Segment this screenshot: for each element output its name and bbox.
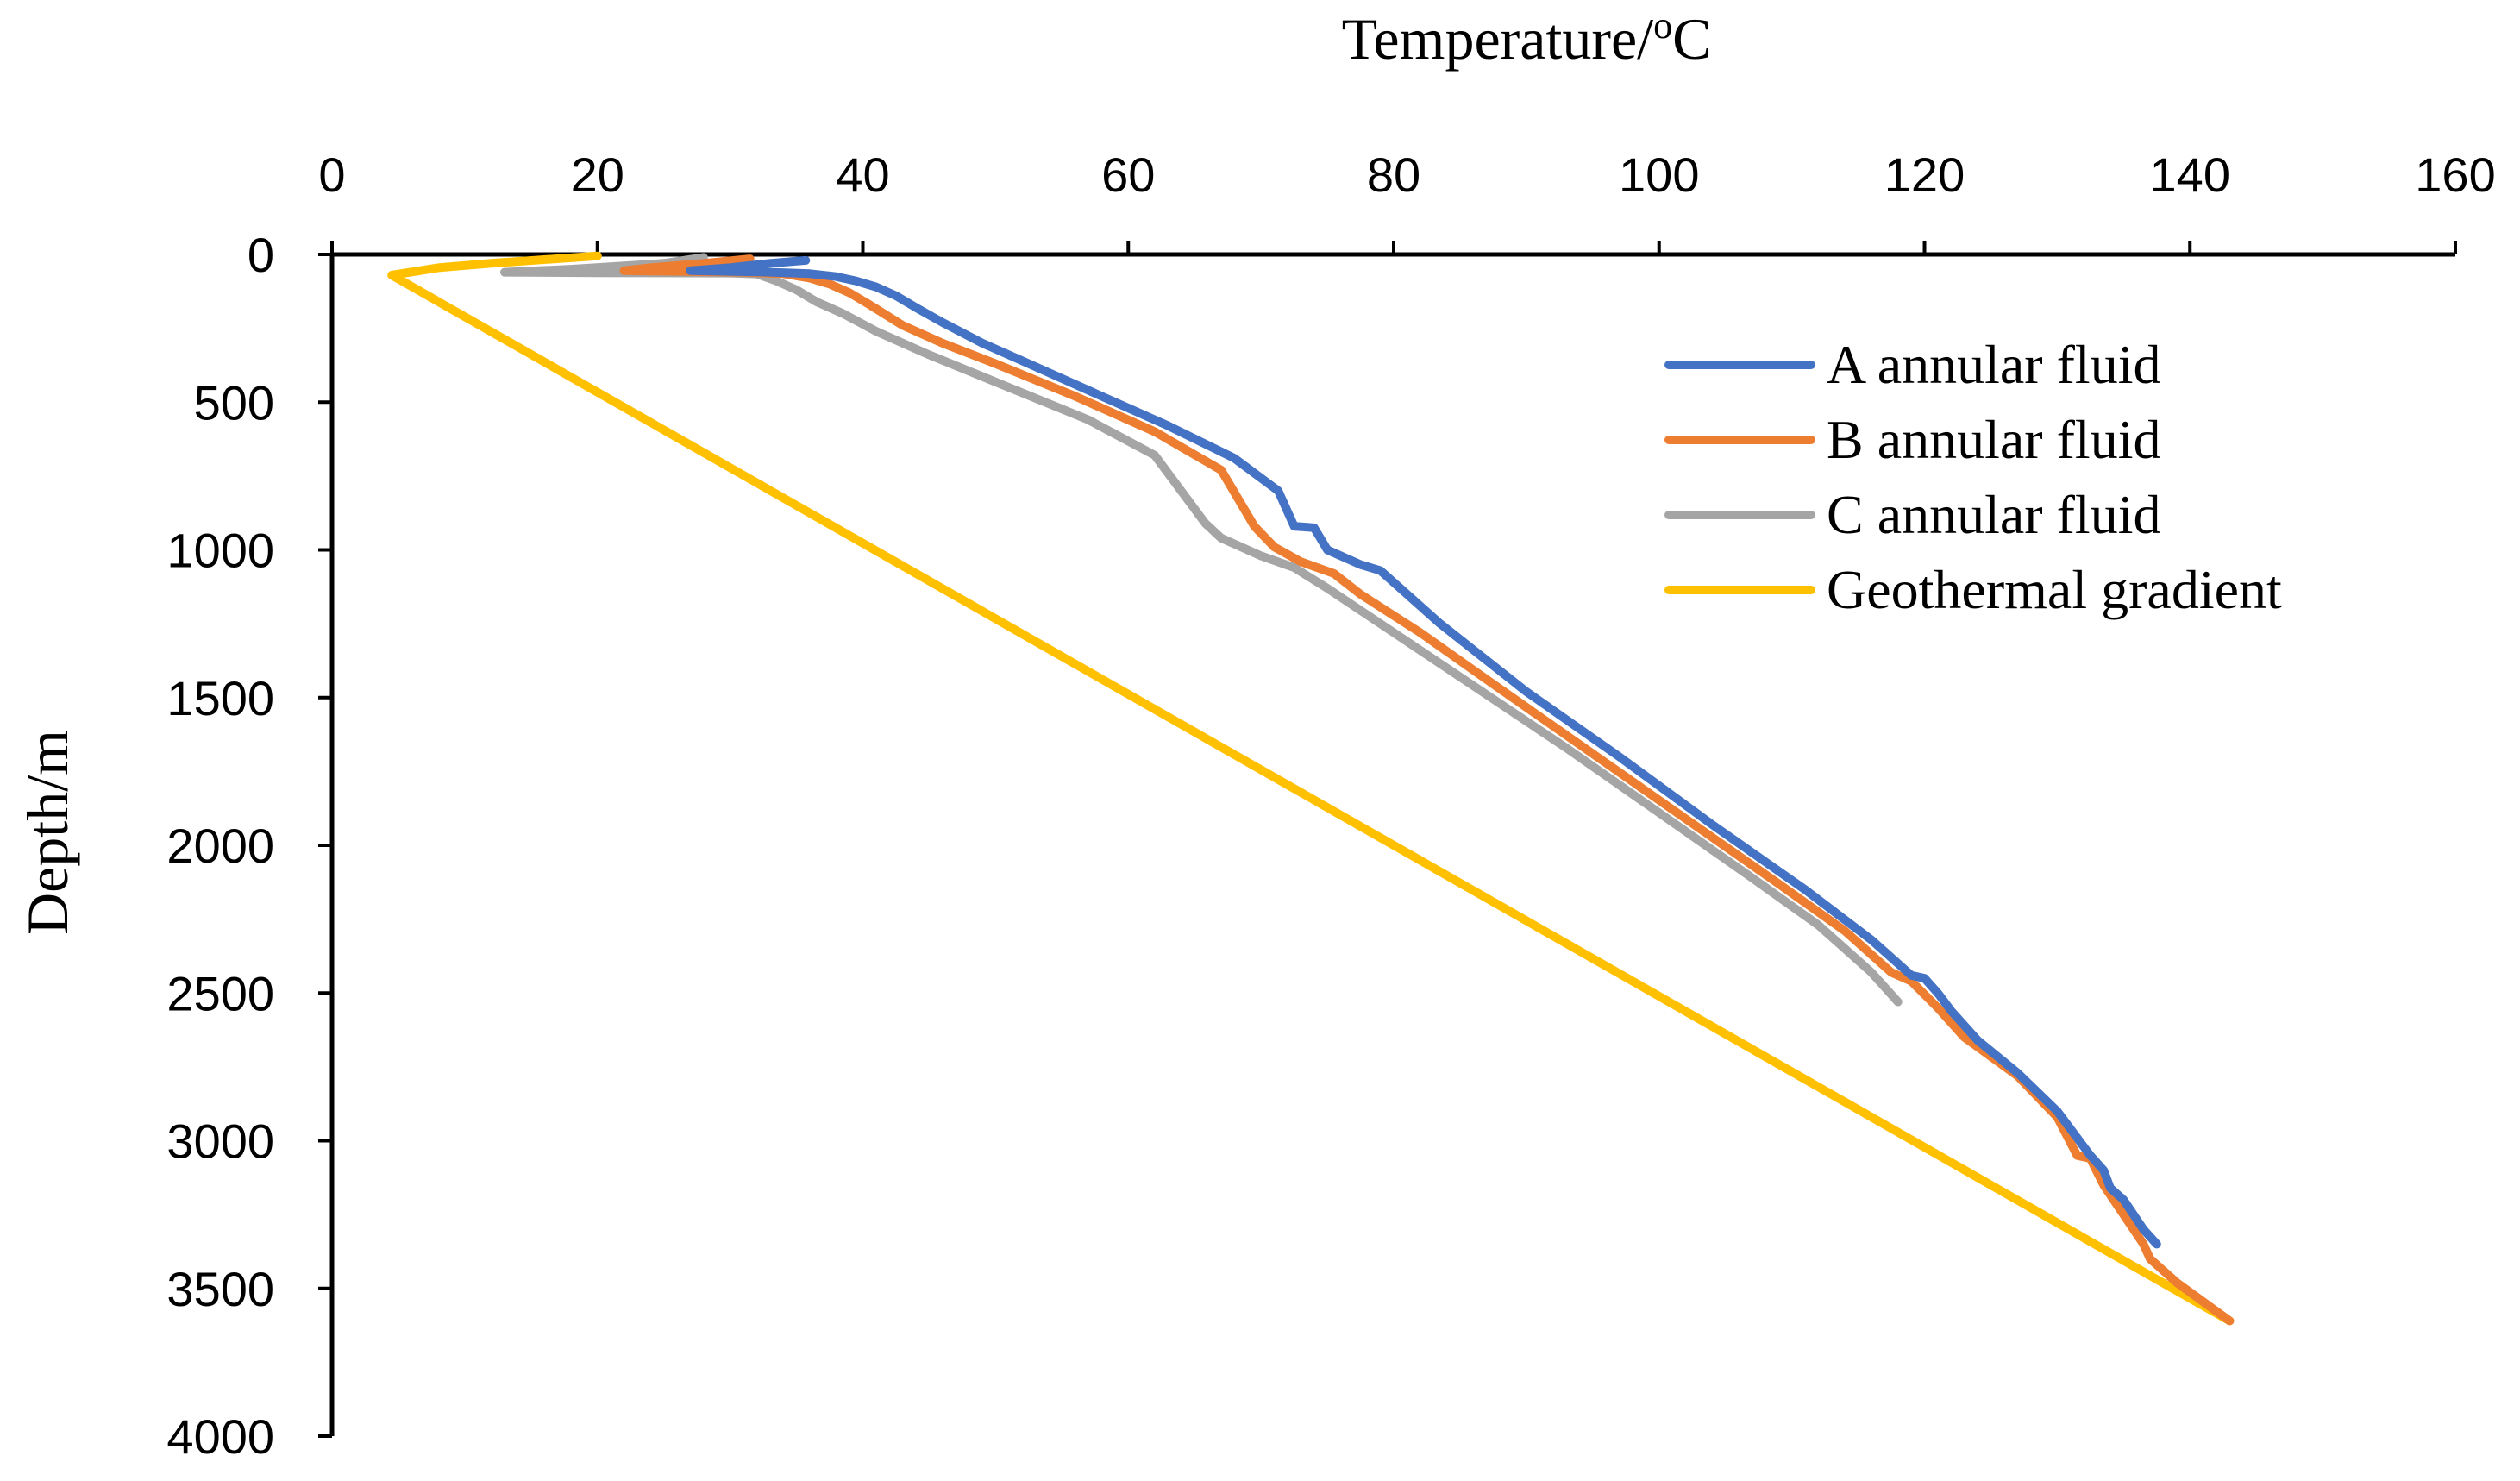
x-axis-title: Temperature/oC (1342, 4, 1712, 72)
y-tick-label: 4000 (166, 1409, 274, 1464)
x-tick-label: 120 (1884, 147, 1965, 202)
y-tick-label: 1000 (166, 524, 274, 578)
legend: A annular fluid B annular fluid C annular … (1664, 334, 2282, 620)
legend-label-b-annular-fluid: B annular fluid (1827, 409, 2160, 470)
x-tick-label: 0 (318, 147, 345, 202)
y-tick-label: 1500 (166, 671, 274, 725)
legend-label-c-annular-fluid: C annular fluid (1827, 484, 2160, 545)
x-tick-label: 80 (1367, 147, 1420, 202)
y-tick-label: 2000 (166, 819, 274, 873)
y-tick-label: 2500 (166, 966, 274, 1020)
x-axis-title-unit: C (1672, 6, 1711, 72)
series-group (387, 251, 2235, 1326)
x-axis-title-superscript: o (1653, 4, 1672, 47)
x-tick-label: 60 (1101, 147, 1155, 202)
legend-label-geothermal-gradient: Geothermal gradient (1827, 559, 2282, 620)
x-tick-label: 20 (571, 147, 624, 202)
x-tick-label: 140 (2150, 147, 2230, 202)
series-line-b-annular-fluid (619, 254, 2235, 1326)
x-tick-label: 40 (836, 147, 889, 202)
y-ticks: 0 500 1000 1500 2000 2500 3000 3500 4000 (166, 228, 332, 1464)
y-tick-label: 3000 (166, 1114, 274, 1169)
x-ticks: 0 20 40 60 80 100 120 140 160 (318, 147, 2496, 254)
series-line-geothermal-gradient (387, 251, 2235, 1326)
y-tick-label: 3500 (166, 1262, 274, 1316)
y-tick-label: 0 (248, 228, 274, 282)
y-axis-title: Depth/m (15, 730, 80, 935)
x-axis-title-text: Temperature/ (1342, 6, 1654, 72)
x-tick-label: 100 (1619, 147, 1699, 202)
x-tick-label: 160 (2415, 147, 2495, 202)
y-tick-label: 500 (194, 375, 274, 430)
series-line-a-annular-fluid (686, 255, 2161, 1249)
axes: 0 20 40 60 80 100 120 140 160 0 500 1000 1500 2000 25… (166, 147, 2495, 1464)
legend-label-a-annular-fluid: A annular fluid (1827, 334, 2160, 395)
